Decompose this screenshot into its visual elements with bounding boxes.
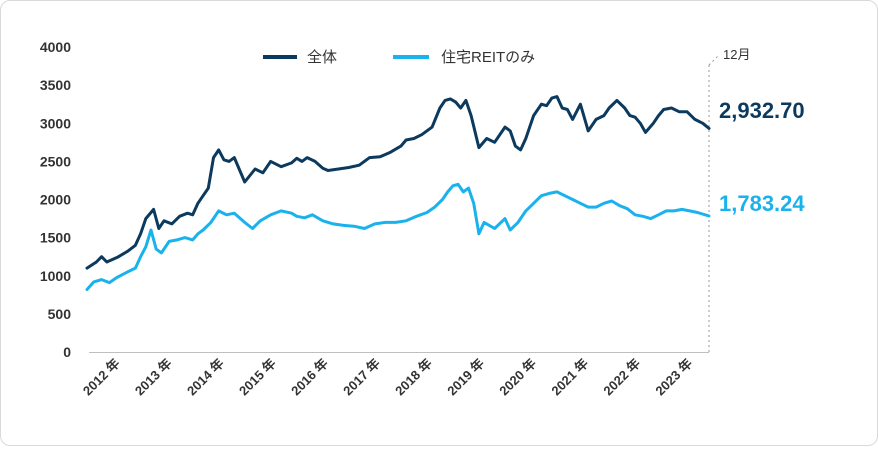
y-tick-label: 2000 [40,192,71,208]
y-axis-ticks: 0 500 1000 1500 2000 2500 3000 3500 4000 [40,39,71,360]
x-tick-label: 2015 年 [236,356,279,399]
x-tick-label: 2022 年 [600,356,643,399]
end-marker-label: 12月 [723,47,750,62]
x-tick-label: 2016 年 [288,356,331,399]
y-tick-label: 2500 [40,153,71,169]
series-line-overall [85,95,711,270]
x-tick-label: 2021 年 [548,356,591,399]
legend-label-overall: 全体 [307,48,337,66]
y-tick-label: 4000 [40,39,71,55]
y-tick-label: 0 [63,344,71,360]
x-tick-label: 2019 年 [444,356,487,399]
end-value-residential: 1,783.24 [719,191,805,216]
x-tick-label: 2014 年 [184,356,227,399]
x-tick-label: 2020 年 [496,356,539,399]
y-tick-label: 500 [48,306,72,322]
y-tick-label: 3000 [40,115,71,131]
x-tick-label: 2012 年 [80,356,123,399]
y-tick-label: 1500 [40,230,71,246]
legend: 全体 住宅REITのみ [263,48,535,66]
x-tick-label: 2023 年 [652,356,695,399]
x-tick-label: 2018 年 [392,356,435,399]
legend-label-residential: 住宅REITのみ [441,49,535,66]
series-group [85,95,711,291]
y-tick-label: 3500 [40,77,71,93]
x-tick-label: 2017 年 [340,356,383,399]
x-tick-label: 2013 年 [132,356,175,399]
series-line-residential [85,182,711,291]
end-value-overall: 2,932.70 [719,98,805,123]
end-marker-tick [708,54,720,66]
x-axis-ticks: 2012 年 2013 年 2014 年 2015 年 2016 年 2017 年 2018… [80,356,695,399]
y-tick-label: 1000 [40,268,71,284]
